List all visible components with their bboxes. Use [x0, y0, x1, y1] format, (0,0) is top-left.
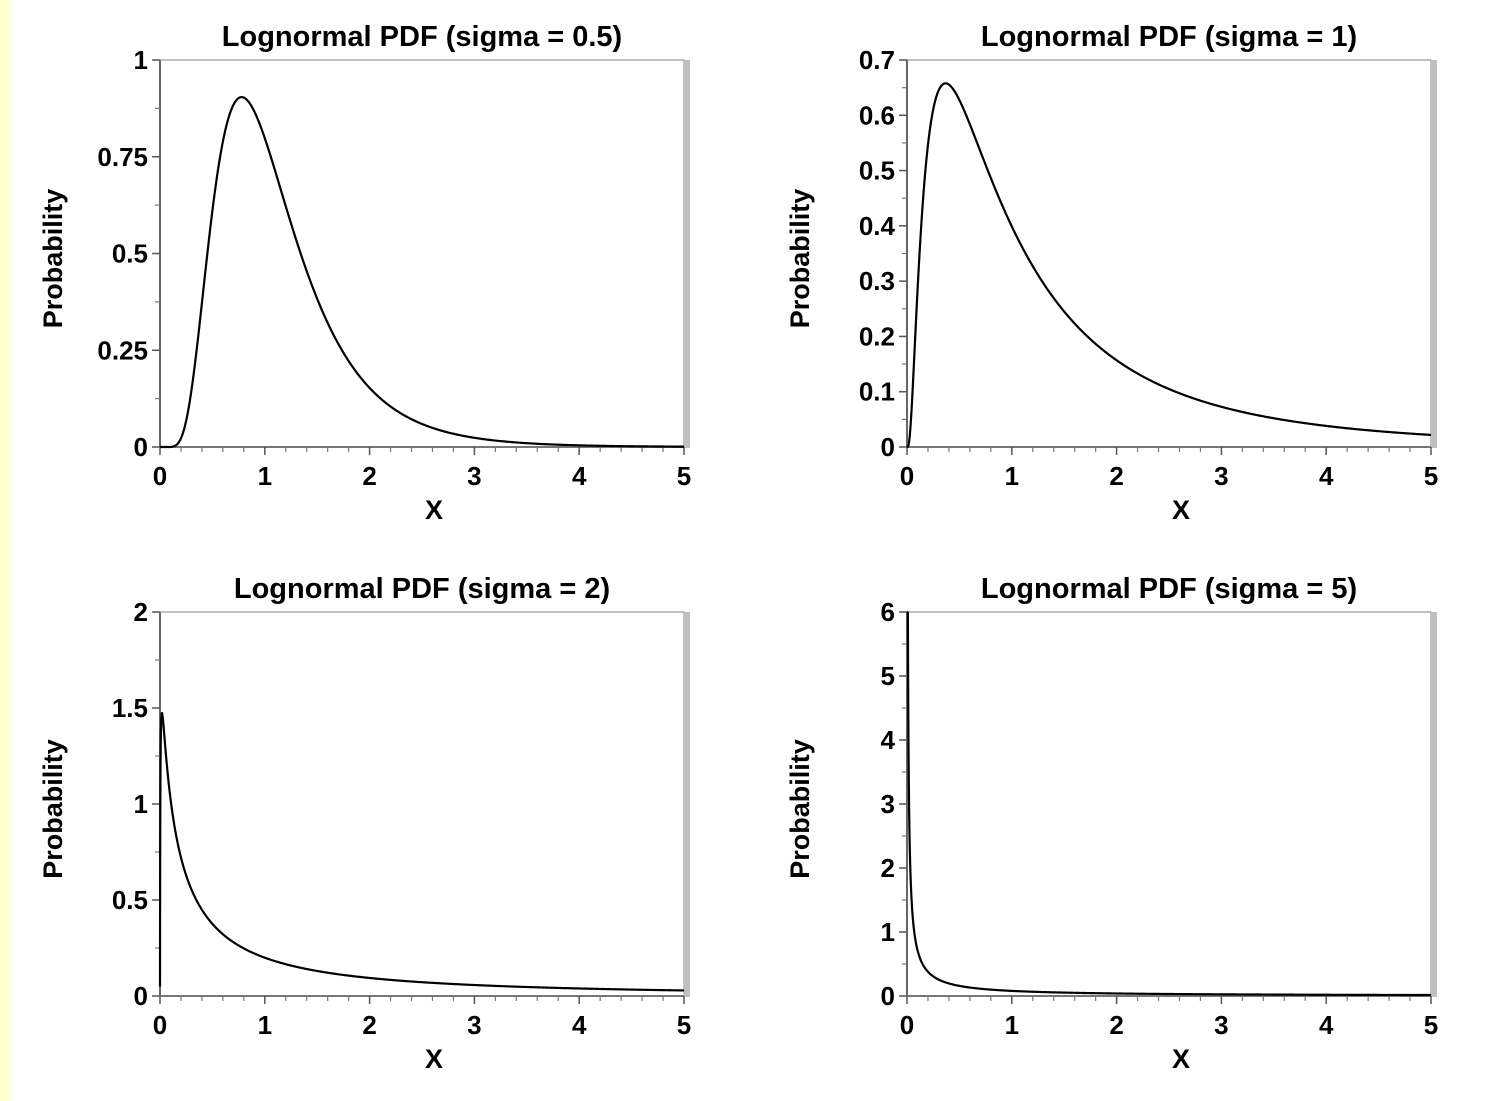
y-tick-label: 0.3: [859, 266, 895, 296]
x-tick-label: 3: [467, 1010, 481, 1040]
x-tick-label: 5: [1424, 1010, 1438, 1040]
plot-right-edge: [1431, 60, 1437, 448]
y-tick-label: 1: [134, 789, 148, 819]
pdf-curve: [905, 82, 1432, 449]
x-tick-label: 5: [1424, 461, 1438, 491]
x-tick-label: 1: [258, 461, 272, 491]
plot-right-edge: [684, 612, 690, 997]
y-axis-label: Probability: [785, 739, 815, 879]
y-axis-label: Probability: [785, 189, 815, 329]
y-tick-label: 0.2: [859, 321, 895, 351]
x-tick-label: 3: [467, 461, 481, 491]
x-tick-label: 3: [1214, 1010, 1228, 1040]
x-tick-label: 0: [153, 1010, 167, 1040]
y-tick-label: 0: [881, 981, 895, 1011]
chart-grid-svg: Lognormal PDF (sigma = 0.5)00.250.50.751…: [38, 21, 1438, 1074]
y-tick-label: 3: [881, 789, 895, 819]
x-tick-label: 2: [362, 1010, 376, 1040]
x-tick-label: 2: [1109, 1010, 1123, 1040]
y-tick-label: 4: [881, 725, 896, 755]
y-axis-label: Probability: [38, 189, 68, 329]
pdf-curve: [905, 611, 1431, 997]
y-tick-label: 1.5: [112, 693, 148, 723]
x-tick-label: 1: [1005, 1010, 1019, 1040]
chart-panel-4: Lognormal PDF (sigma = 5) 0 1 2 3 4 5 6 0 1 2 3 4 5 X P…: [785, 573, 1438, 1074]
x-tick-label: 4: [1319, 461, 1334, 491]
x-tick-label: 0: [153, 461, 167, 491]
plot-frame: [159, 59, 685, 448]
y-tick-label: 1: [134, 45, 148, 75]
x-tick-label: 2: [1109, 461, 1123, 491]
chart-title: Lognormal PDF (sigma = 2): [234, 573, 610, 605]
y-tick-label: 0: [881, 432, 895, 462]
plot-frame: [906, 59, 1432, 448]
chart-title: Lognormal PDF (sigma = 0.5): [222, 21, 622, 53]
chart-title: Lognormal PDF (sigma = 1): [981, 21, 1357, 53]
y-tick-label: 6: [881, 597, 895, 627]
x-tick-label: 0: [900, 461, 914, 491]
y-tick-label: 1: [881, 917, 895, 947]
plot-right-edge: [684, 60, 690, 448]
y-tick-label: 0.5: [112, 885, 148, 915]
chart-panel-2: Lognormal PDF (sigma = 1) 0 0.1 0.2 0.3 0.4 0.…: [785, 21, 1438, 525]
y-tick-label: 2: [134, 597, 148, 627]
y-tick-label: 0.5: [859, 156, 895, 186]
pdf-curve: [158, 96, 684, 449]
x-tick-label: 4: [572, 461, 587, 491]
y-tick-label: 0.6: [859, 100, 895, 130]
x-axis-label: X: [425, 1044, 443, 1074]
y-tick-label: 0.5: [112, 239, 148, 269]
lognormal-pdf-figure: Lognormal PDF (sigma = 0.5) 0 0.25 0.5 0.75 1…: [10, 0, 1490, 1101]
plot-frame: [906, 611, 1432, 997]
chart-panel-3: Lognormal PDF (sigma = 2) 0 0.5 1 1.5 2 0 1 2 3 4 5…: [38, 573, 691, 1074]
plot-frame: [159, 611, 685, 997]
x-axis-label: X: [425, 495, 443, 525]
x-axis-label: X: [1172, 495, 1190, 525]
plot-right-edge: [1431, 612, 1437, 997]
pdf-curve: [158, 711, 685, 992]
x-axis-label: X: [1172, 1044, 1190, 1074]
y-tick-label: 0: [134, 432, 148, 462]
x-tick-label: 3: [1214, 461, 1228, 491]
y-tick-label: 0.25: [97, 335, 148, 365]
y-tick-label: 0.7: [859, 45, 895, 75]
y-tick-label: 2: [881, 853, 895, 883]
x-tick-label: 1: [1005, 461, 1019, 491]
x-tick-label: 1: [258, 1010, 272, 1040]
x-tick-label: 0: [900, 1010, 914, 1040]
chart-panel-1: Lognormal PDF (sigma = 0.5) 0 0.25 0.5 0.75 1…: [38, 21, 691, 525]
x-tick-label: 4: [1319, 1010, 1334, 1040]
x-tick-label: 2: [362, 461, 376, 491]
x-tick-label: 4: [572, 1010, 587, 1040]
y-tick-label: 0.1: [859, 377, 895, 407]
x-tick-label: 5: [677, 461, 691, 491]
chart-title: Lognormal PDF (sigma = 5): [981, 573, 1357, 605]
y-axis-label: Probability: [38, 739, 68, 879]
y-tick-label: 0.75: [97, 142, 148, 172]
x-tick-label: 5: [677, 1010, 691, 1040]
y-tick-label: 0.4: [859, 211, 896, 241]
y-tick-label: 0: [134, 981, 148, 1011]
y-tick-label: 5: [881, 661, 895, 691]
